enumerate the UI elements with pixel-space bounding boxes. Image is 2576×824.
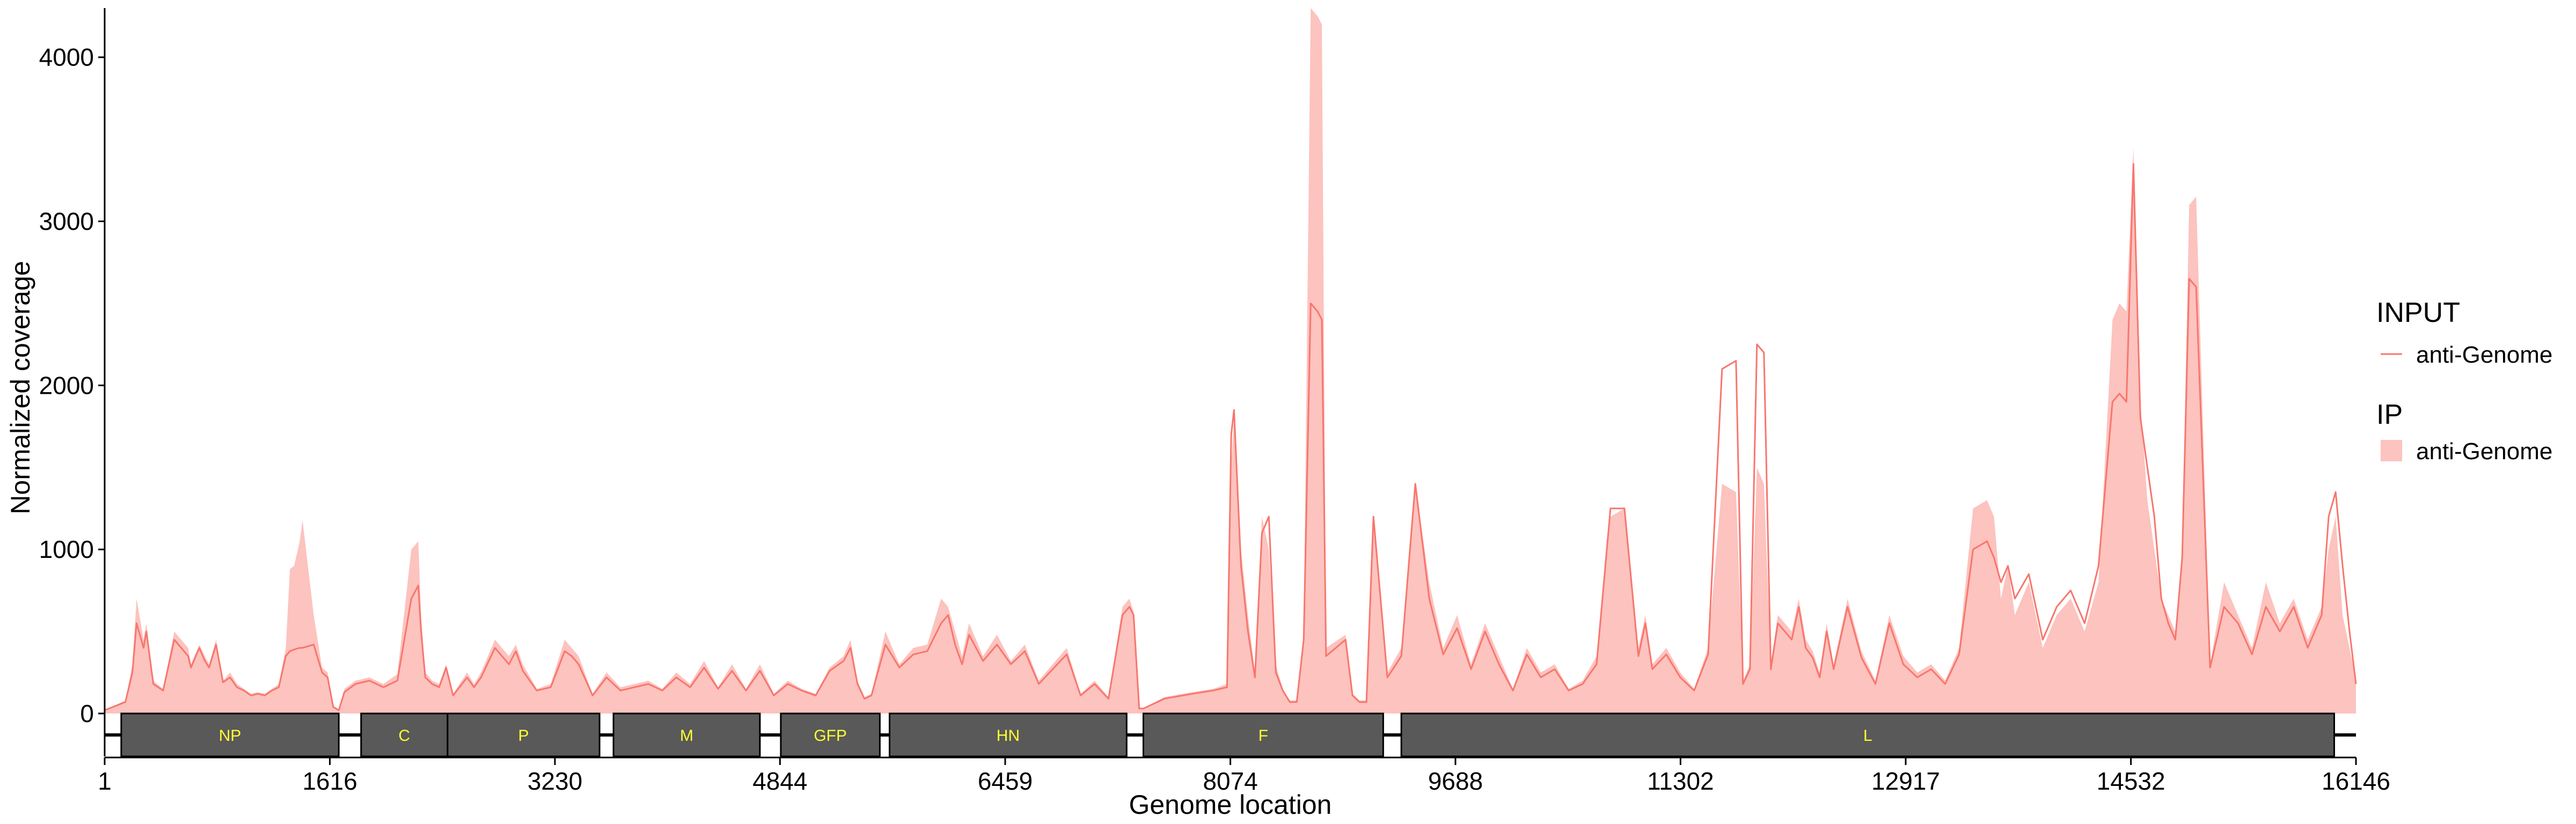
gene-box-l	[1400, 712, 2335, 757]
legend-key-ip	[2381, 440, 2402, 461]
x-tick-label: 16146	[2322, 767, 2390, 795]
gene-label-gfp: GFP	[814, 727, 847, 745]
series-area-ip	[105, 8, 2356, 713]
x-tick-label: 6459	[978, 767, 1033, 795]
y-axis-title: Normalized coverage	[5, 261, 35, 514]
plot-area	[104, 8, 2357, 713]
y-tick-label: 2000	[39, 371, 94, 399]
y-tick-label: 1000	[39, 535, 94, 563]
legend-label-ip: anti-Genome	[2416, 438, 2552, 465]
gene-box-f	[1142, 712, 1384, 757]
y-tick-label: 0	[80, 700, 94, 727]
gene-box-p	[447, 712, 601, 757]
gene-label-m: M	[680, 727, 693, 745]
x-tick-label: 9688	[1428, 767, 1483, 795]
x-tick-label: 3230	[528, 767, 582, 795]
legend-title-input: INPUT	[2376, 297, 2460, 328]
axes: 0 1000 2000 3000 4000 1 1616 3230 4844 6459 8074 96…	[39, 8, 2390, 795]
gene-label-np: NP	[219, 727, 241, 745]
x-tick-label: 14532	[2097, 767, 2165, 795]
x-tick-label: 1	[98, 767, 112, 795]
x-tick-label: 12917	[1871, 767, 1940, 795]
gene-label-f: F	[1258, 727, 1268, 745]
series-line-input	[104, 163, 2357, 711]
gene-box-np	[120, 712, 340, 757]
x-tick-label: 8074	[1203, 767, 1257, 795]
gene-box-gfp	[780, 712, 881, 757]
legend-title-ip: IP	[2376, 399, 2403, 430]
gene-label-p: P	[518, 727, 529, 745]
legend: INPUT anti-Genome IP anti-Genome	[2376, 297, 2552, 465]
x-tick-label: 11302	[1647, 767, 1714, 795]
gene-label-l: L	[1863, 727, 1872, 745]
gene-track: NP C P M GFP HN F L	[105, 712, 2356, 757]
gene-box-m	[612, 712, 761, 757]
legend-label-input: anti-Genome	[2416, 342, 2552, 368]
x-tick-label: 1616	[302, 767, 357, 795]
gene-label-hn: HN	[997, 727, 1020, 745]
x-axis-title: Genome location	[1129, 790, 1331, 820]
y-tick-label: 3000	[39, 208, 94, 236]
x-tick-label: 4844	[752, 767, 807, 795]
gene-label-c: C	[399, 727, 411, 745]
gene-box-hn	[889, 712, 1128, 757]
y-tick-label: 4000	[39, 43, 94, 71]
